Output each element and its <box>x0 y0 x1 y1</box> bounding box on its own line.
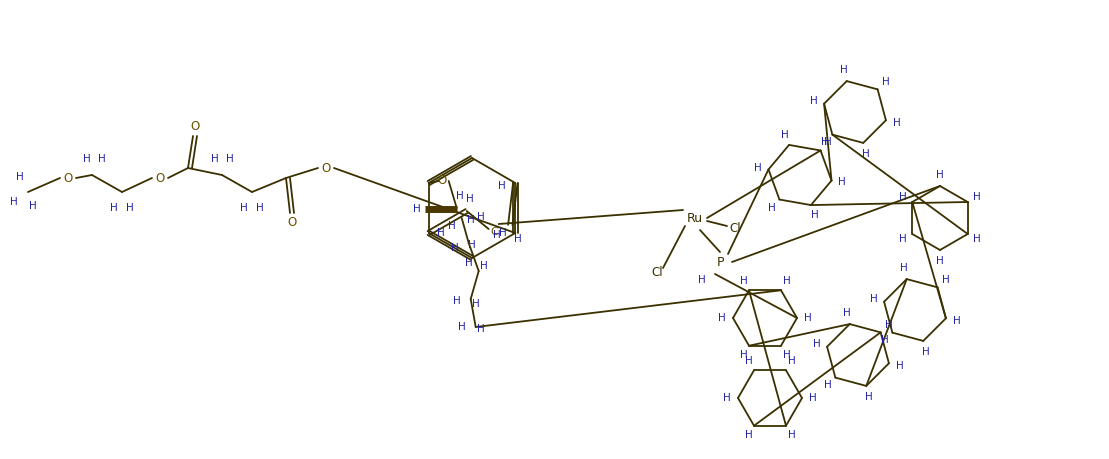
Text: H: H <box>699 275 705 285</box>
Text: H: H <box>98 154 105 164</box>
Text: H: H <box>840 66 847 75</box>
Text: O: O <box>191 121 200 134</box>
Text: H: H <box>813 339 821 349</box>
Text: H: H <box>782 129 790 140</box>
Text: Ru: Ru <box>686 212 703 224</box>
Text: H: H <box>953 316 960 326</box>
Text: H: H <box>451 243 459 253</box>
Text: H: H <box>821 137 828 147</box>
Text: Cl: Cl <box>730 222 741 235</box>
Text: H: H <box>494 230 501 240</box>
Text: H: H <box>838 178 846 187</box>
Text: H: H <box>465 258 472 268</box>
Text: H: H <box>448 221 456 231</box>
Text: H: H <box>869 294 877 304</box>
Text: H: H <box>974 191 981 202</box>
Text: H: H <box>804 313 812 323</box>
Text: H: H <box>740 276 747 286</box>
Text: H: H <box>882 77 889 87</box>
Text: H: H <box>740 350 747 360</box>
Text: H: H <box>810 393 817 403</box>
Text: H: H <box>974 235 981 245</box>
Text: P: P <box>716 256 724 269</box>
Text: C: C <box>491 227 499 237</box>
Text: H: H <box>456 191 464 201</box>
Text: H: H <box>896 361 904 371</box>
Text: H: H <box>865 392 873 402</box>
Text: H: H <box>110 203 118 213</box>
Text: H: H <box>499 228 507 238</box>
Text: H: H <box>787 430 795 440</box>
Text: H: H <box>452 296 460 306</box>
Text: H: H <box>824 137 832 147</box>
Text: H: H <box>723 393 731 403</box>
Text: H: H <box>936 256 944 266</box>
Text: H: H <box>824 381 832 391</box>
Text: H: H <box>744 430 752 440</box>
Text: H: H <box>458 322 466 332</box>
Text: H: H <box>468 240 476 250</box>
Text: O: O <box>155 172 164 185</box>
Text: H: H <box>787 356 795 366</box>
Text: H: H <box>29 201 37 211</box>
Text: H: H <box>863 149 869 158</box>
Text: O: O <box>287 215 296 229</box>
Text: H: H <box>881 336 888 346</box>
Text: H: H <box>942 274 949 285</box>
Text: H: H <box>899 191 907 202</box>
Text: H: H <box>783 350 791 360</box>
Text: H: H <box>467 215 475 225</box>
Text: Cl: Cl <box>651 267 663 280</box>
Text: O: O <box>437 174 446 187</box>
Text: H: H <box>211 154 218 164</box>
Text: H: H <box>477 324 485 334</box>
Text: H: H <box>126 203 134 213</box>
Text: H: H <box>10 197 18 207</box>
Text: H: H <box>477 212 485 222</box>
Text: H: H <box>936 170 944 180</box>
Text: H: H <box>769 203 776 213</box>
Text: H: H <box>810 96 817 106</box>
Text: O: O <box>322 162 330 174</box>
Text: H: H <box>83 154 91 164</box>
Text: H: H <box>885 319 893 330</box>
Text: H: H <box>783 276 791 286</box>
Text: H: H <box>744 356 752 366</box>
Text: H: H <box>811 210 818 220</box>
Text: H: H <box>515 234 522 244</box>
Text: H: H <box>471 299 479 309</box>
Text: H: H <box>17 172 24 182</box>
Text: H: H <box>498 181 506 191</box>
Text: H: H <box>480 261 488 271</box>
Text: H: H <box>899 235 907 245</box>
Text: H: H <box>754 162 762 173</box>
Text: H: H <box>893 118 901 128</box>
Text: H: H <box>256 203 264 213</box>
Text: H: H <box>923 347 930 357</box>
Text: H: H <box>466 194 474 204</box>
Text: H: H <box>413 204 420 214</box>
Text: H: H <box>226 154 234 164</box>
Text: H: H <box>901 263 908 274</box>
Text: H: H <box>843 308 851 319</box>
Text: H: H <box>719 313 726 323</box>
Text: H: H <box>437 228 445 238</box>
Text: O: O <box>63 172 72 185</box>
Text: H: H <box>241 203 248 213</box>
